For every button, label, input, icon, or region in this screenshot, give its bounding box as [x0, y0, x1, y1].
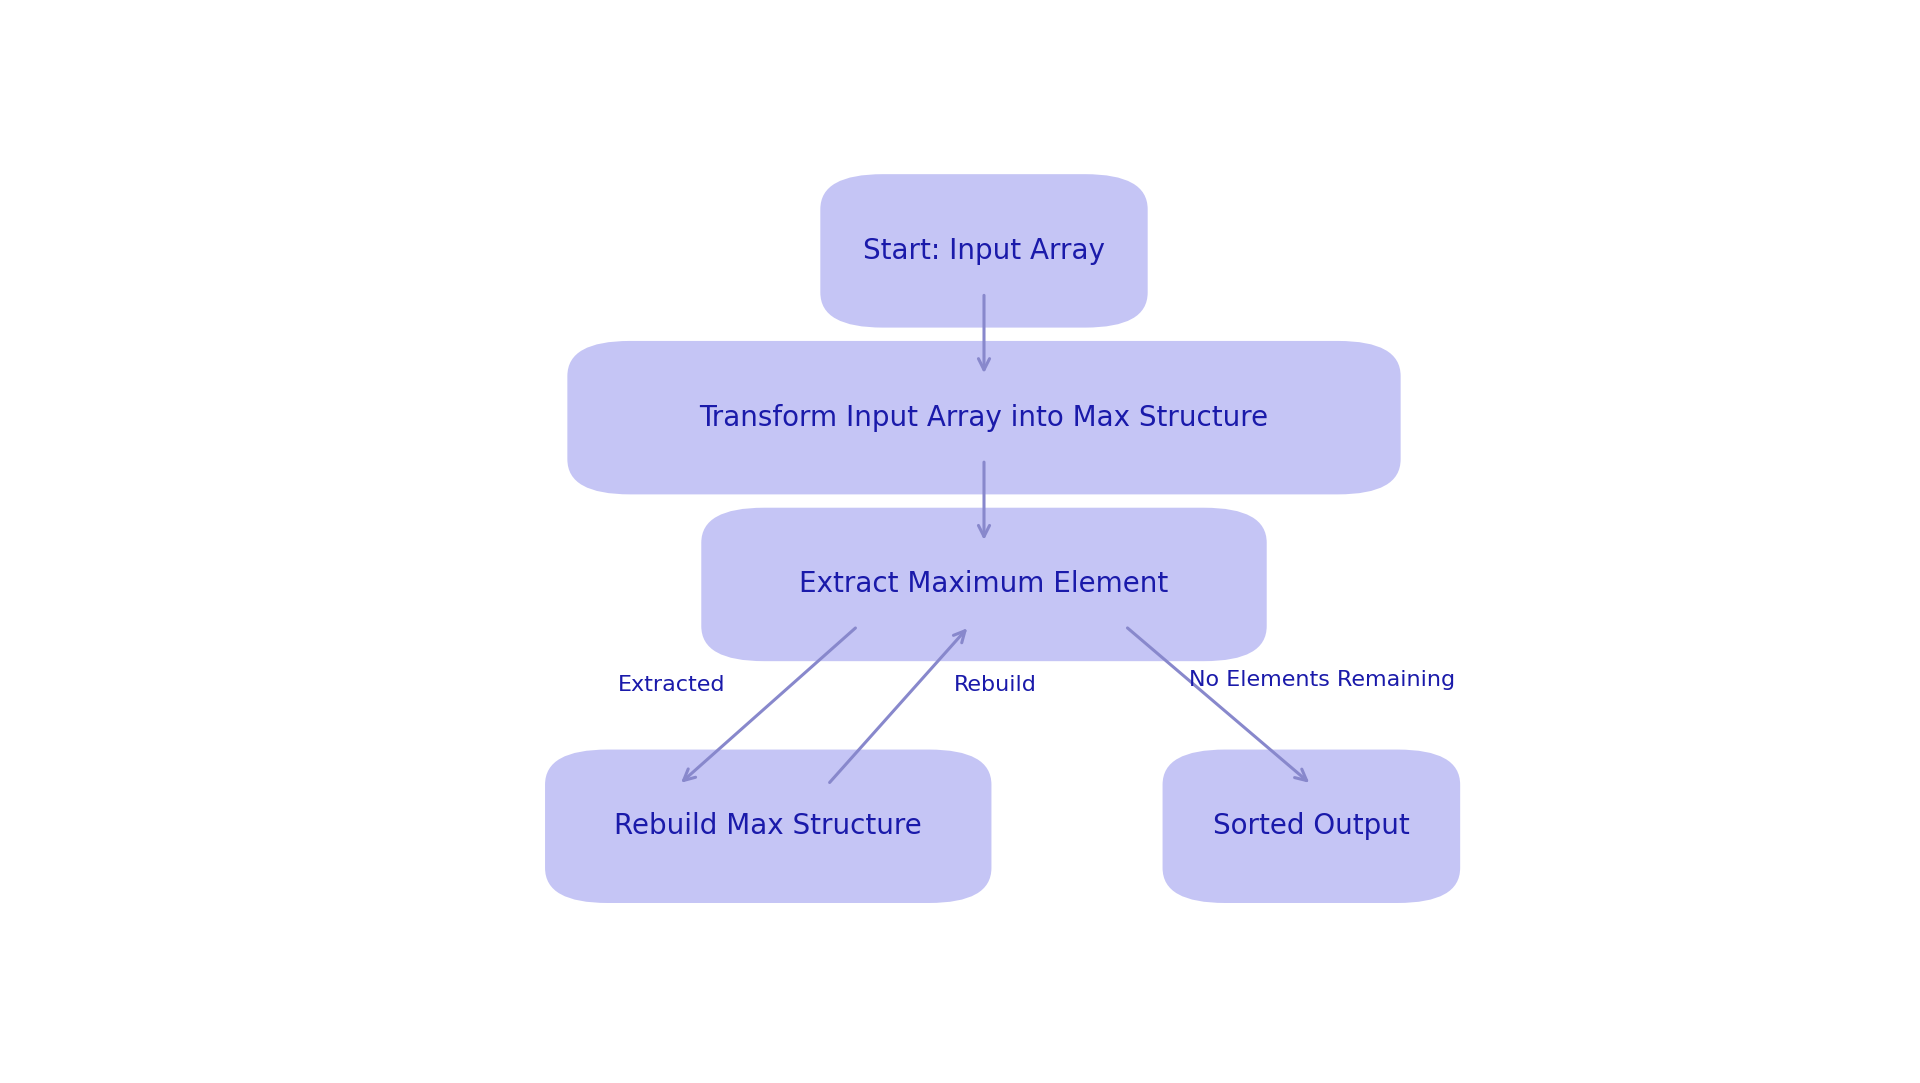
Text: No Elements Remaining: No Elements Remaining [1190, 670, 1455, 690]
FancyBboxPatch shape [820, 174, 1148, 327]
Text: Transform Input Array into Max Structure: Transform Input Array into Max Structure [699, 404, 1269, 432]
Text: Rebuild: Rebuild [954, 675, 1037, 694]
Text: Sorted Output: Sorted Output [1213, 812, 1409, 840]
Text: Extract Maximum Element: Extract Maximum Element [799, 571, 1169, 599]
FancyBboxPatch shape [701, 508, 1267, 661]
FancyBboxPatch shape [566, 341, 1402, 494]
Text: Rebuild Max Structure: Rebuild Max Structure [614, 812, 922, 840]
Text: Extracted: Extracted [618, 675, 726, 694]
FancyBboxPatch shape [545, 749, 991, 903]
FancyBboxPatch shape [1162, 749, 1461, 903]
Text: Start: Input Array: Start: Input Array [864, 237, 1104, 265]
